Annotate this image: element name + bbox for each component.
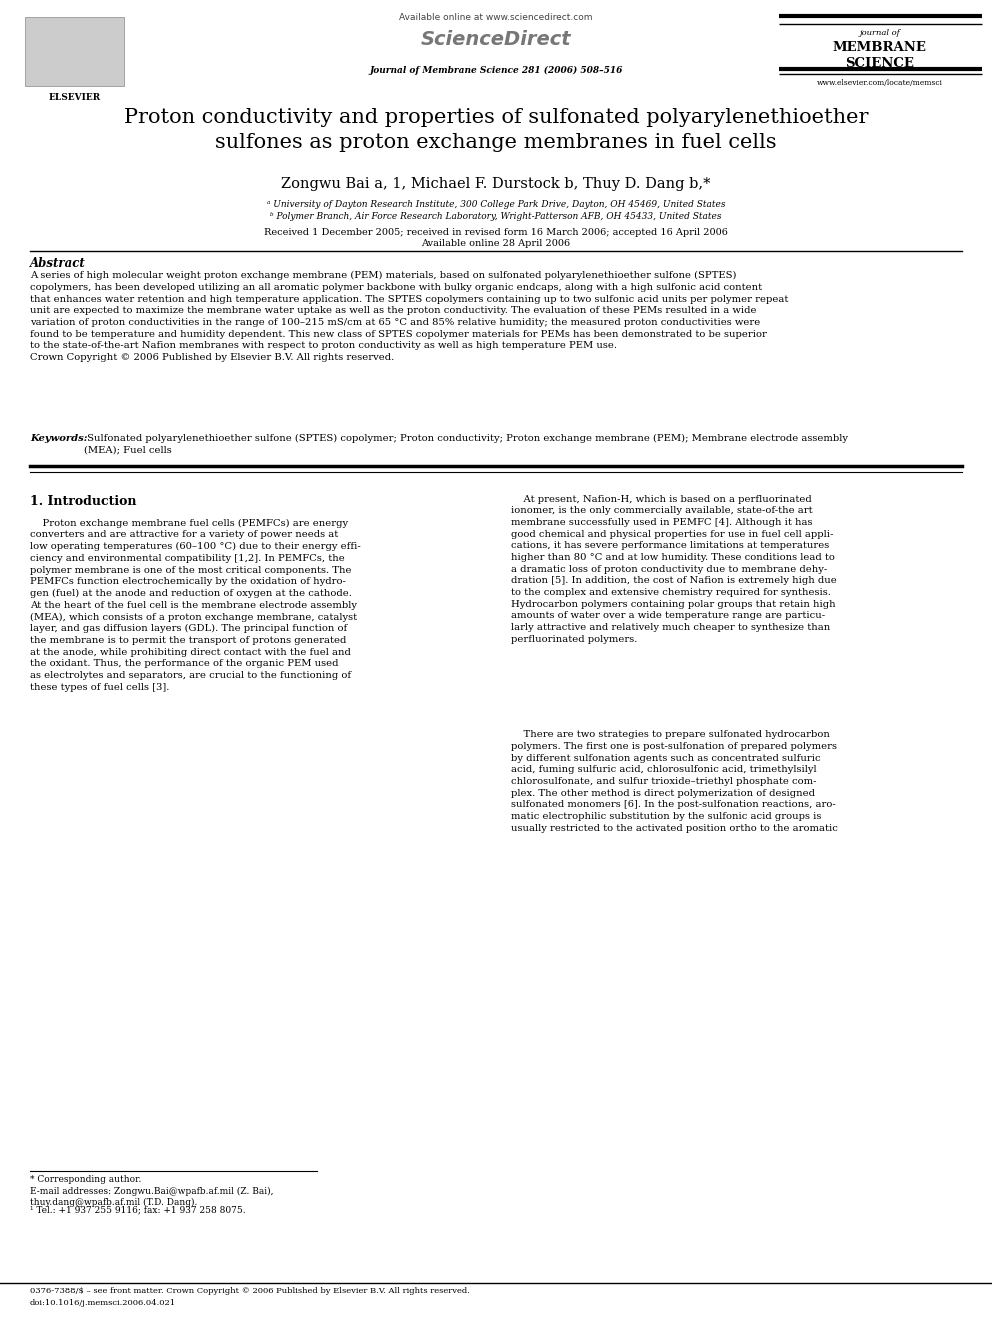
Text: Journal of Membrane Science 281 (2006) 508–516: Journal of Membrane Science 281 (2006) 5…	[369, 66, 623, 75]
Text: Proton exchange membrane fuel cells (PEMFCs) are energy
converters and are attra: Proton exchange membrane fuel cells (PEM…	[30, 519, 360, 692]
Text: ᵃ University of Dayton Research Institute, 300 College Park Drive, Dayton, OH 45: ᵃ University of Dayton Research Institut…	[267, 200, 725, 209]
Text: SCIENCE: SCIENCE	[845, 57, 915, 70]
FancyBboxPatch shape	[25, 17, 124, 86]
Text: Proton conductivity and properties of sulfonated polyarylenethioether
sulfones a: Proton conductivity and properties of su…	[124, 108, 868, 152]
Text: Available online at www.sciencedirect.com: Available online at www.sciencedirect.co…	[399, 13, 593, 22]
Text: ScienceDirect: ScienceDirect	[421, 30, 571, 49]
Text: journal of: journal of	[859, 29, 901, 37]
Text: At present, Nafion-H, which is based on a perfluorinated
ionomer, is the only co: At present, Nafion-H, which is based on …	[511, 495, 836, 644]
Text: Sulfonated polyarylenethioether sulfone (SPTES) copolymer; Proton conductivity; : Sulfonated polyarylenethioether sulfone …	[84, 434, 848, 454]
Text: doi:10.1016/j.memsci.2006.04.021: doi:10.1016/j.memsci.2006.04.021	[30, 1299, 176, 1307]
Text: ELSEVIER: ELSEVIER	[49, 93, 100, 102]
Text: Zongwu Bai a, 1, Michael F. Durstock b, Thuy D. Dang b,*: Zongwu Bai a, 1, Michael F. Durstock b, …	[282, 177, 710, 192]
Text: Abstract: Abstract	[30, 257, 85, 270]
Text: Keywords:: Keywords:	[30, 434, 87, 443]
Text: MEMBRANE: MEMBRANE	[833, 41, 927, 54]
Text: www.elsevier.com/locate/memsci: www.elsevier.com/locate/memsci	[816, 79, 943, 87]
Text: * Corresponding author.: * Corresponding author.	[30, 1175, 141, 1184]
Text: A series of high molecular weight proton exchange membrane (PEM) materials, base: A series of high molecular weight proton…	[30, 271, 788, 363]
Text: There are two strategies to prepare sulfonated hydrocarbon
polymers. The first o: There are two strategies to prepare sulf…	[511, 730, 838, 832]
Text: 0376-7388/$ – see front matter. Crown Copyright © 2006 Published by Elsevier B.V: 0376-7388/$ – see front matter. Crown Co…	[30, 1287, 469, 1295]
Text: ᵇ Polymer Branch, Air Force Research Laboratory, Wright-Patterson AFB, OH 45433,: ᵇ Polymer Branch, Air Force Research Lab…	[270, 212, 722, 221]
Text: Available online 28 April 2006: Available online 28 April 2006	[422, 239, 570, 249]
Text: ¹ Tel.: +1 937 255 9116; fax: +1 937 258 8075.: ¹ Tel.: +1 937 255 9116; fax: +1 937 258…	[30, 1205, 245, 1215]
Text: 1. Introduction: 1. Introduction	[30, 495, 136, 508]
Text: Received 1 December 2005; received in revised form 16 March 2006; accepted 16 Ap: Received 1 December 2005; received in re…	[264, 228, 728, 237]
Text: E-mail addresses: Zongwu.Bai@wpafb.af.mil (Z. Bai),
thuy.dang@wpafb.af.mil (T.D.: E-mail addresses: Zongwu.Bai@wpafb.af.mi…	[30, 1187, 273, 1208]
